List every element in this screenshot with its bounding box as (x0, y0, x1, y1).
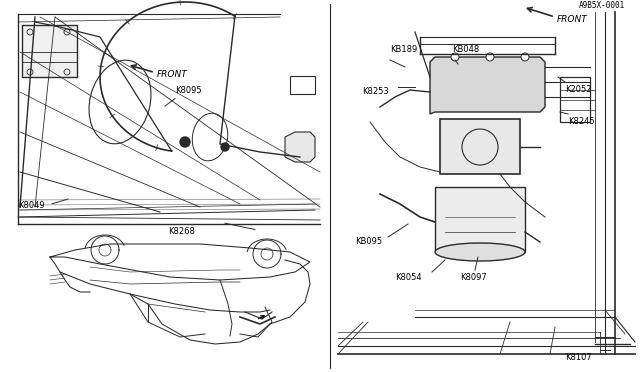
Bar (435, 187, 525, 252)
Polygon shape (430, 57, 545, 114)
Circle shape (486, 53, 494, 61)
Bar (22, 25, 77, 77)
Text: KB189: KB189 (390, 45, 417, 54)
Circle shape (180, 137, 190, 147)
Circle shape (221, 143, 229, 151)
Text: FRONT: FRONT (557, 15, 588, 24)
Text: K8054: K8054 (395, 273, 422, 282)
Bar (290, 76, 315, 94)
Text: K8097: K8097 (460, 273, 487, 282)
Bar (440, 119, 520, 174)
Text: A9B5X-0001: A9B5X-0001 (579, 1, 625, 10)
Circle shape (521, 53, 529, 61)
Text: K8107: K8107 (565, 353, 592, 362)
Text: K8268: K8268 (168, 227, 195, 235)
Text: KB048: KB048 (452, 45, 479, 54)
Polygon shape (285, 132, 315, 162)
Text: FRONT: FRONT (157, 70, 188, 78)
Text: K8095: K8095 (175, 86, 202, 95)
Text: K8253: K8253 (362, 87, 388, 96)
Bar (560, 77, 590, 122)
Text: K8049: K8049 (18, 201, 45, 209)
Text: K8245: K8245 (568, 117, 595, 126)
Text: K2052: K2052 (565, 85, 591, 94)
Circle shape (451, 53, 459, 61)
Text: KB095: KB095 (355, 237, 382, 246)
Ellipse shape (435, 243, 525, 261)
